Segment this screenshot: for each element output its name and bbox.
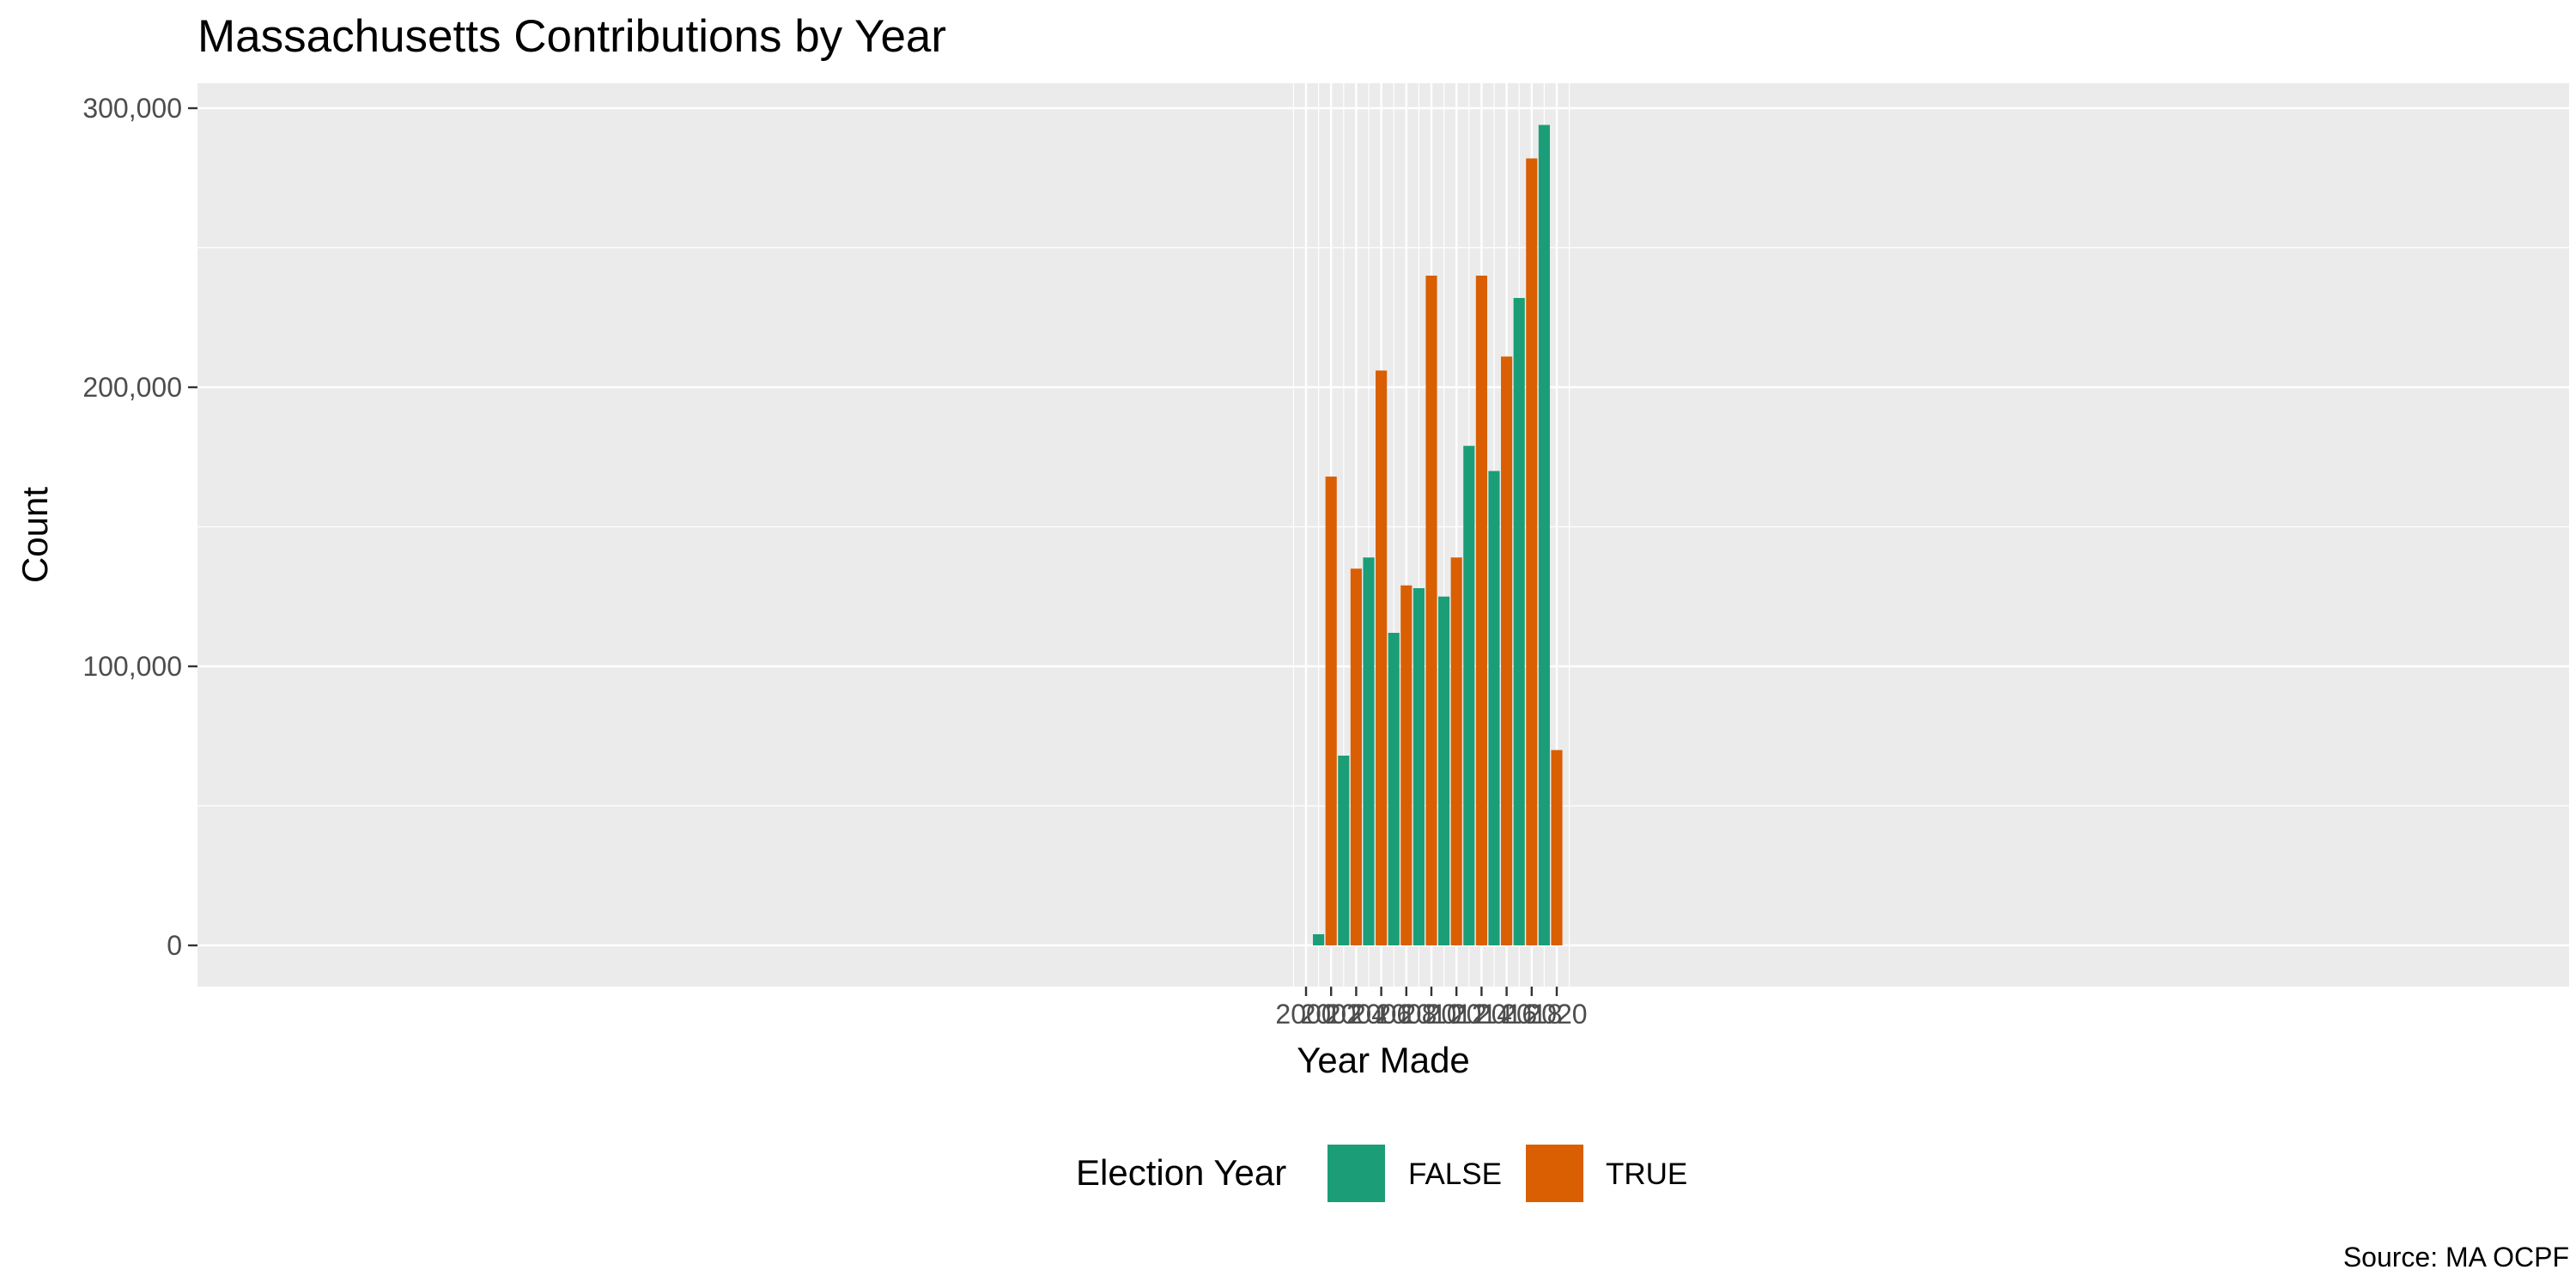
bar-true-2020 [1551, 750, 1563, 945]
legend-label-false: FALSE [1408, 1157, 1502, 1191]
x-tick-label: 2018 [1501, 999, 1562, 1030]
x-tick-label: 2012 [1426, 999, 1487, 1030]
legend-label-true: TRUE [1606, 1157, 1687, 1191]
bar-true-2002 [1325, 477, 1337, 945]
bar-false-2001 [1313, 934, 1325, 945]
bar-false-2003 [1338, 756, 1350, 945]
x-tick-label: 2004 [1326, 999, 1387, 1030]
y-tick-label: 200,000 [82, 372, 182, 403]
bar-false-2019 [1538, 125, 1550, 945]
legend-key-true [1526, 1145, 1583, 1202]
y-tick-label: 100,000 [82, 651, 182, 682]
x-tick-label: 2014 [1451, 999, 1512, 1030]
x-axis: 2000200220042006200820102012201420162018… [1275, 987, 1588, 1030]
chart-title: Massachusetts Contributions by Year [197, 11, 946, 62]
bar-false-2009 [1413, 588, 1425, 945]
caption: Source: MA OCPF [2343, 1242, 2569, 1273]
bar-true-2006 [1376, 370, 1388, 945]
x-tick-label: 2016 [1476, 999, 1537, 1030]
x-tick-label: 2020 [1526, 999, 1587, 1030]
bar-true-2018 [1526, 158, 1538, 945]
legend: Election Year FALSE TRUE [1076, 1145, 1687, 1202]
bar-true-2016 [1501, 356, 1513, 945]
x-tick-label: 2000 [1275, 999, 1336, 1030]
x-tick-label: 2010 [1400, 999, 1461, 1030]
bar-false-2017 [1513, 298, 1525, 945]
bar-true-2014 [1475, 276, 1487, 945]
y-axis-title: Count [15, 487, 55, 583]
bar-false-2015 [1488, 471, 1500, 945]
legend-key-false [1327, 1145, 1385, 1202]
x-tick-label: 2006 [1351, 999, 1412, 1030]
y-tick-label: 300,000 [82, 93, 182, 124]
x-tick-label: 2008 [1376, 999, 1437, 1030]
x-axis-title: Year Made [1297, 1040, 1470, 1080]
bar-true-2012 [1450, 557, 1462, 945]
bar-true-2004 [1350, 568, 1362, 945]
y-tick-label: 0 [167, 930, 182, 961]
x-tick-label: 2002 [1301, 999, 1362, 1030]
y-axis: 0 100,000 200,000 300,000 [82, 93, 197, 961]
legend-title: Election Year [1076, 1152, 1286, 1193]
bar-false-2005 [1363, 557, 1375, 945]
bar-false-2007 [1388, 633, 1400, 945]
bar-false-2011 [1438, 596, 1450, 945]
bar-true-2010 [1425, 276, 1437, 945]
bar-true-2008 [1400, 585, 1413, 945]
bars [1313, 125, 1563, 945]
bar-false-2013 [1463, 446, 1475, 945]
